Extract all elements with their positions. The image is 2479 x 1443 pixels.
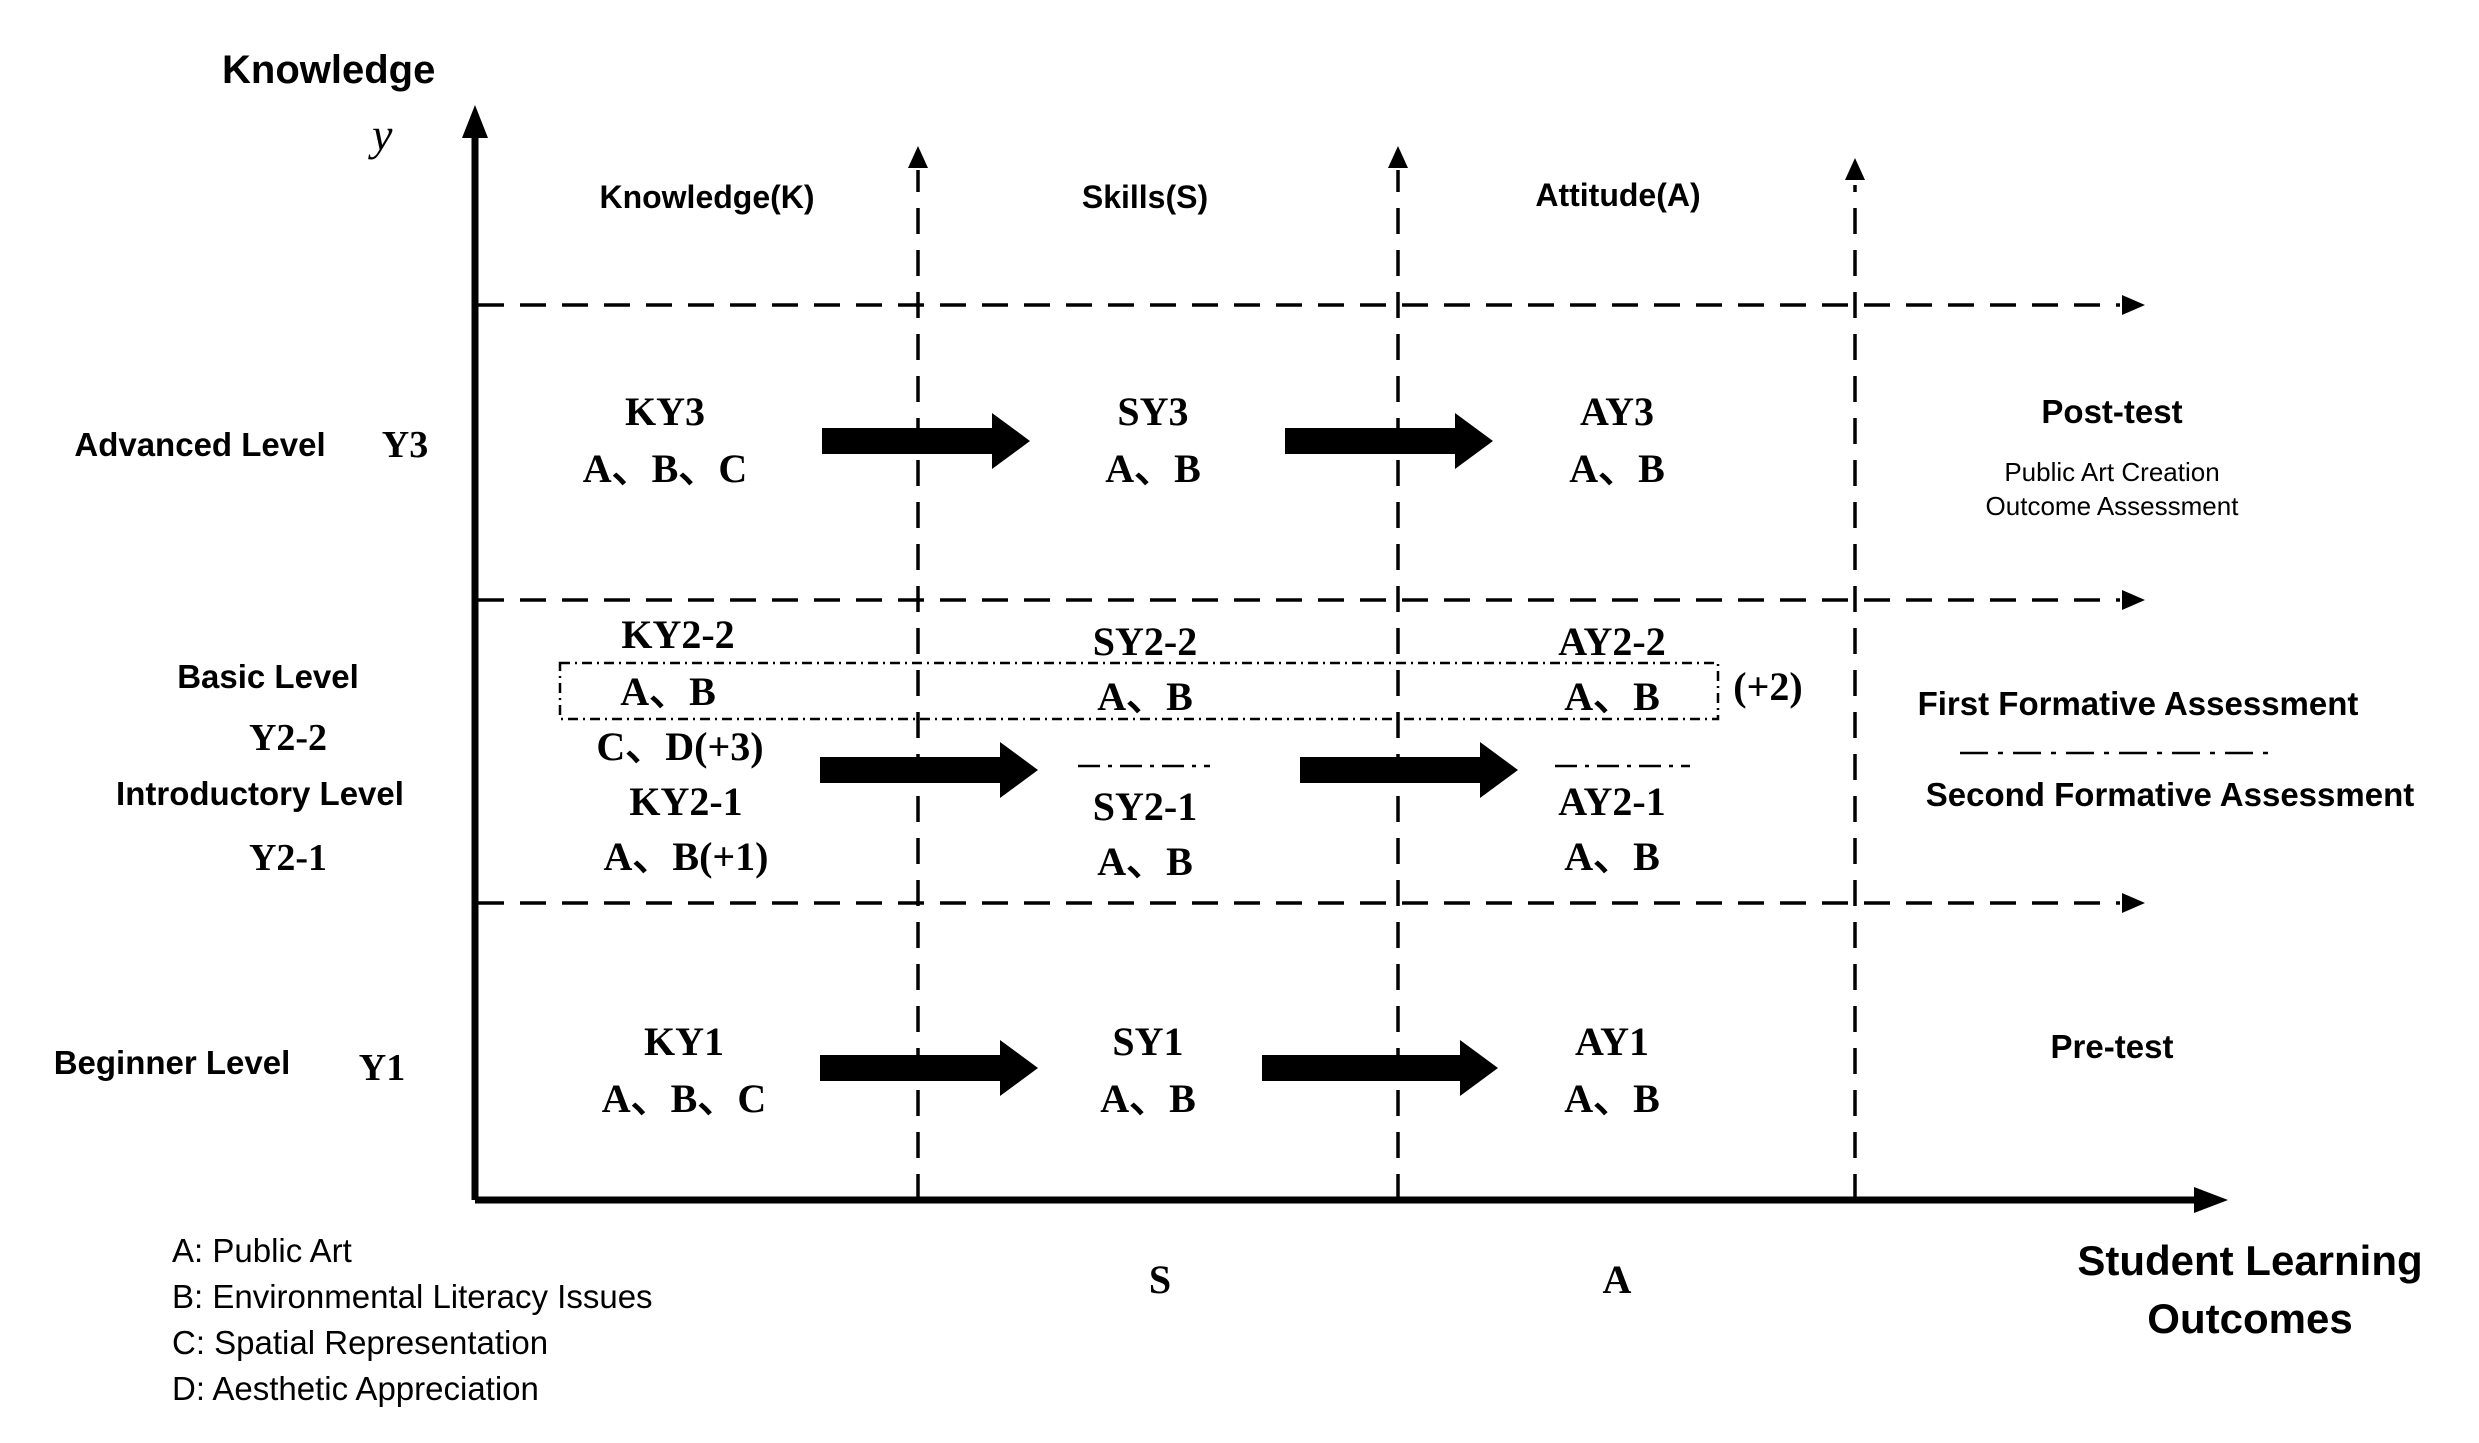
arrow-ky3-sy3 xyxy=(822,413,1030,469)
column-header-attitude: Attitude(A) xyxy=(1535,177,1700,213)
bottom-label-s: S xyxy=(1149,1257,1171,1302)
column-separator-3-arrowhead xyxy=(1845,158,1865,180)
legend-item-a: A: Public Art xyxy=(172,1232,352,1269)
column-separator-arrowheads xyxy=(908,146,1865,180)
column-header-skills: Skills(S) xyxy=(1082,179,1208,215)
y-axis-title: Knowledge xyxy=(222,48,435,92)
column-separator-1-arrowhead xyxy=(908,146,928,168)
x-axis-arrowhead xyxy=(2194,1187,2228,1213)
cell-ay1-code: AY1 xyxy=(1575,1019,1649,1064)
cell-ky1-code: KY1 xyxy=(644,1019,724,1064)
axes xyxy=(462,105,2228,1213)
cell-ky3-content: A、B、C xyxy=(583,446,747,491)
cell-ky2-2-content: A、B xyxy=(620,669,716,714)
cell-ay2-2-extra: (+2) xyxy=(1733,664,1802,709)
level-code-y1: Y1 xyxy=(359,1047,405,1089)
legend-item-d: D: Aesthetic Appreciation xyxy=(172,1370,539,1407)
cell-ay2-2-content: A、B xyxy=(1564,674,1660,719)
formative-separators xyxy=(1078,751,2270,768)
cell-sy1-content: A、B xyxy=(1100,1076,1196,1121)
assessment-pre-test: Pre-test xyxy=(2051,1028,2174,1065)
cell-sy2-1-content: A、B xyxy=(1097,839,1193,884)
cell-ky1-content: A、B、C xyxy=(602,1076,766,1121)
level-code-y2-1: Y2-1 xyxy=(249,837,327,879)
cell-ay2-1-content: A、B xyxy=(1564,834,1660,879)
cell-sy2-2-code: SY2-2 xyxy=(1093,619,1197,664)
arrow-sy3-ay3 xyxy=(1285,413,1493,469)
column-header-knowledge: Knowledge(K) xyxy=(599,179,814,215)
cell-ky3-code: KY3 xyxy=(625,389,705,434)
arrow-ky1-sy1 xyxy=(820,1040,1038,1096)
assessment-second-formative: Second Formative Assessment xyxy=(1926,776,2414,813)
basic-level-highlight-box xyxy=(558,661,1720,721)
cell-sy1-code: SY1 xyxy=(1112,1019,1183,1064)
x-axis-title-line1: Student Learning xyxy=(2077,1237,2422,1284)
arrow-sy1-ay1 xyxy=(1262,1040,1498,1096)
x-axis-title-line2: Outcomes xyxy=(2147,1295,2352,1342)
arrow-ky21-sy21 xyxy=(820,742,1038,798)
level-code-y2-2: Y2-2 xyxy=(249,717,327,759)
cell-ay2-1-code: AY2-1 xyxy=(1558,779,1665,824)
column-separators xyxy=(916,170,1857,1200)
level-separators xyxy=(478,303,2120,905)
level-label-beginner: Beginner Level xyxy=(54,1044,291,1081)
cell-ay3-content: A、B xyxy=(1569,446,1665,491)
separator-bottom-arrowhead xyxy=(2122,893,2145,913)
cell-sy3-content: A、B xyxy=(1105,446,1201,491)
cell-ky2-2-extra: C、D(+3) xyxy=(596,724,763,769)
legend: A: Public Art B: Environmental Literacy … xyxy=(172,1232,653,1407)
level-label-basic: Basic Level xyxy=(177,658,359,695)
legend-item-b: B: Environmental Literacy Issues xyxy=(172,1278,653,1315)
cell-ky2-1-content: A、B(+1) xyxy=(604,834,769,879)
arrow-sy21-ay21 xyxy=(1300,742,1518,798)
level-separator-arrowheads xyxy=(2122,295,2145,913)
cell-sy2-2-content: A、B xyxy=(1097,674,1193,719)
y-axis-arrowhead xyxy=(462,105,488,138)
assessment-first-formative: First Formative Assessment xyxy=(1918,685,2359,722)
cell-ay1-content: A、B xyxy=(1564,1076,1660,1121)
assessment-post-test-sub1: Public Art Creation xyxy=(2004,457,2219,487)
cell-sy3-code: SY3 xyxy=(1117,389,1188,434)
separator-middle-arrowhead xyxy=(2122,590,2145,610)
level-label-advanced: Advanced Level xyxy=(74,426,325,463)
legend-item-c: C: Spatial Representation xyxy=(172,1324,548,1361)
separator-top-arrowhead xyxy=(2122,295,2145,315)
bottom-label-a: A xyxy=(1603,1257,1632,1302)
cell-ky2-1-code: KY2-1 xyxy=(629,779,742,824)
y-axis-symbol: y xyxy=(368,109,393,160)
column-separator-2-arrowhead xyxy=(1388,146,1408,168)
level-label-introductory: Introductory Level xyxy=(116,775,404,812)
cell-sy2-1-code: SY2-1 xyxy=(1093,784,1197,829)
cell-ay2-2-code: AY2-2 xyxy=(1558,619,1665,664)
cell-ay3-code: AY3 xyxy=(1580,389,1654,434)
level-code-y3: Y3 xyxy=(382,424,428,466)
cell-ky2-2-code: KY2-2 xyxy=(621,612,734,657)
assessment-post-test-sub2: Outcome Assessment xyxy=(1986,491,2240,521)
assessment-post-test: Post-test xyxy=(2041,393,2182,430)
progression-arrows xyxy=(820,413,1518,1096)
